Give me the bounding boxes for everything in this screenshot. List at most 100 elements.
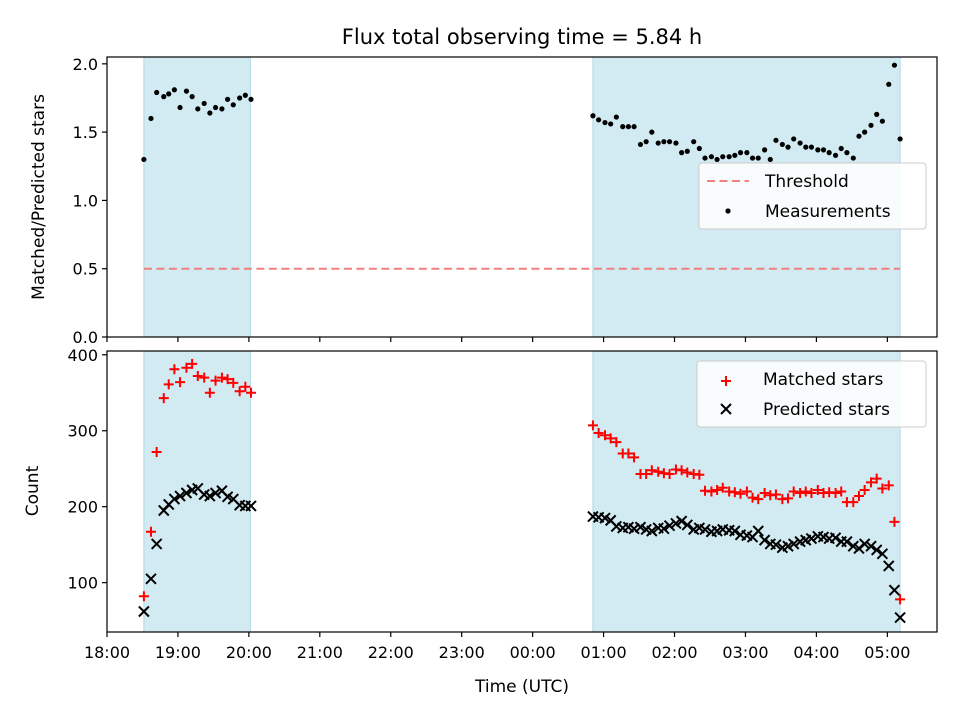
measurement-point <box>661 139 667 145</box>
predicted-star-point <box>870 544 883 556</box>
legend-label: Predicted stars <box>763 400 890 420</box>
matched-star-point <box>600 430 610 441</box>
x-tick-label: 19:00 <box>155 643 201 662</box>
x-tick-label: 04:00 <box>793 643 839 662</box>
y-tick-label: 100 <box>67 574 98 593</box>
predicted-star-point <box>681 519 693 531</box>
measurement-point <box>726 154 732 160</box>
matched-star-point <box>682 467 693 478</box>
measurement-point <box>148 115 154 122</box>
matched-star-point <box>694 469 705 480</box>
predicted-star-point <box>729 525 741 537</box>
measurement-point <box>195 106 201 112</box>
measurement-point <box>679 150 685 156</box>
measurement-point <box>643 139 649 145</box>
predicted-star-point <box>894 611 906 624</box>
matched-star-point <box>676 465 687 476</box>
y-tick-label: 200 <box>67 498 98 517</box>
predicted-star-point <box>138 605 150 618</box>
measurement-point <box>732 152 738 158</box>
matched-star-point <box>234 386 245 397</box>
matched-star-point <box>653 466 664 477</box>
matched-star-point <box>199 372 210 383</box>
measurement-point <box>874 111 880 117</box>
matched-star-point <box>735 488 746 499</box>
matched-star-point <box>753 494 764 505</box>
measurement-point <box>832 152 839 158</box>
measurement-point <box>637 141 644 148</box>
measurement-point <box>862 129 868 135</box>
matched-star-point <box>795 488 806 499</box>
measurement-point <box>219 106 225 112</box>
measurement-point <box>602 119 608 126</box>
predicted-star-point <box>770 538 782 551</box>
matched-star-point <box>228 377 239 388</box>
measurement-point <box>779 141 785 148</box>
measurement-point <box>590 113 596 119</box>
legend-label: Threshold <box>764 172 849 192</box>
matched-star-point <box>712 484 723 495</box>
measurement-point <box>649 129 655 135</box>
matched-star-point <box>641 469 652 480</box>
predicted-star-point <box>150 538 163 550</box>
matched-star-point <box>883 480 894 491</box>
x-axis-label: Time (UTC) <box>474 677 569 697</box>
measurement-point <box>773 137 779 143</box>
matched-star-point <box>770 489 781 500</box>
measurement-point <box>838 145 844 152</box>
y-tick-label: 0.0 <box>73 328 98 347</box>
predicted-star-point <box>829 532 842 544</box>
predicted-star-point <box>752 525 764 537</box>
measurement-point <box>897 136 903 142</box>
matched-star-point <box>830 488 841 499</box>
measurement-point <box>230 102 236 108</box>
matched-star-point <box>623 448 634 459</box>
measurement-point <box>161 94 167 100</box>
y-tick-label: 300 <box>67 422 98 441</box>
measurement-point <box>596 117 602 123</box>
measurement-point <box>767 156 773 163</box>
measurement-point <box>201 100 207 107</box>
matched-star-point <box>741 486 752 497</box>
predicted-star-point <box>699 523 711 536</box>
legend-label: Measurements <box>765 202 891 222</box>
matched-star-point <box>593 428 604 439</box>
x-tick-label: 20:00 <box>226 643 272 662</box>
measurement-point <box>856 133 862 139</box>
measurement-point <box>791 136 797 142</box>
predicted-star-point <box>883 560 895 572</box>
measurement-point <box>755 155 761 161</box>
matched-star-point <box>783 493 794 504</box>
observing-window <box>143 56 251 338</box>
measurement-point <box>242 92 248 98</box>
measurement-point <box>708 154 715 160</box>
measurement-point <box>803 144 809 150</box>
matched-star-point <box>759 488 770 499</box>
predicted-star-point <box>209 487 222 499</box>
x-tick-label: 05:00 <box>864 643 910 662</box>
x-tick-label: 21:00 <box>297 643 343 662</box>
measurement-point <box>237 95 243 101</box>
matched-star-point <box>210 375 221 386</box>
predicted-star-point <box>876 548 889 560</box>
matched-star-point <box>895 594 906 605</box>
matched-star-point <box>629 452 640 463</box>
matched-star-point <box>664 469 675 480</box>
legend-box <box>696 360 927 428</box>
matched-star-point <box>806 488 817 499</box>
measurement-point <box>224 96 231 102</box>
matched-star-point <box>605 433 616 444</box>
measurement-point <box>207 110 213 116</box>
matched-star-point <box>138 591 149 602</box>
y-tick-label: 2.0 <box>73 55 98 74</box>
matched-star-point <box>169 364 180 375</box>
measurement-point <box>737 150 744 156</box>
x-tick-label: 03:00 <box>722 643 768 662</box>
plot-frame <box>106 56 938 338</box>
predicted-star-point <box>145 573 157 585</box>
measurement-point <box>891 62 898 68</box>
x-tick-label: 22:00 <box>368 643 414 662</box>
matched-star-point <box>246 387 257 398</box>
measurement-point <box>166 91 172 97</box>
